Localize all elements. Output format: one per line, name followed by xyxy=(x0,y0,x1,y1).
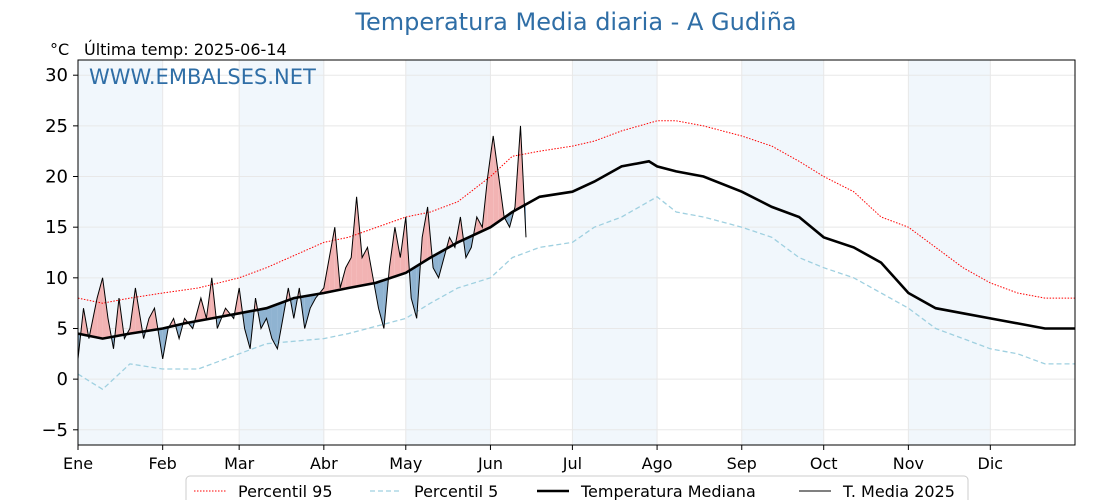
month-band-Nov xyxy=(908,60,991,445)
legend-label: T. Media 2025 xyxy=(842,482,955,500)
unit-label: °C xyxy=(50,40,69,59)
series-line-percentil-5 xyxy=(77,196,1075,391)
legend: Percentil 95 Percentil 5 Temperatura Media… xyxy=(185,475,969,500)
y-tick-label: −5 xyxy=(41,420,68,441)
y-tick-label: 15 xyxy=(45,217,68,238)
legend-box xyxy=(185,475,969,500)
warm-anomaly-fill xyxy=(400,217,406,275)
y-tick-label: 20 xyxy=(45,167,68,188)
warm-anomaly-fill xyxy=(329,227,335,292)
warm-anomaly-fill xyxy=(351,196,357,288)
y-axis: −5 0 5 10 15 20 25 30 xyxy=(41,65,78,441)
x-tick-label: Feb xyxy=(149,454,177,473)
y-tick-label: 0 xyxy=(57,369,68,390)
series-line-temperatura-mediana xyxy=(77,159,1075,340)
y-tick-label: 10 xyxy=(45,268,68,289)
series-line-percentil-95 xyxy=(77,120,1075,304)
month-band-Mar xyxy=(239,60,324,445)
month-bands xyxy=(78,60,991,445)
plot-frame xyxy=(77,59,1076,446)
watermark: WWW.EMBALSES.NET xyxy=(89,65,316,89)
warm-anomaly-fill xyxy=(149,308,155,331)
cold-anomaly-fill xyxy=(411,266,417,319)
x-tick-label: Nov xyxy=(893,454,924,473)
warm-anomaly-fill xyxy=(97,277,103,339)
legend-label: Temperatura Mediana xyxy=(580,482,756,500)
series-line-t-media-2025 xyxy=(77,125,527,359)
month-band-May xyxy=(405,60,491,445)
cold-anomaly-fill xyxy=(438,249,445,278)
cold-anomaly-fill xyxy=(378,280,384,329)
x-tick-label: Mar xyxy=(224,454,255,473)
cold-anomaly-fill xyxy=(244,311,251,349)
x-tick-label: Ene xyxy=(63,454,93,473)
month-band-Sep xyxy=(741,60,824,445)
cold-anomaly-fill xyxy=(304,295,311,329)
last-temp-label: Última temp: 2025-06-14 xyxy=(84,40,287,59)
legend-item-t-media-2025: T. Media 2025 xyxy=(799,482,955,500)
warm-anomaly-fill xyxy=(493,135,499,226)
month-band-Ene xyxy=(78,60,163,445)
warm-anomaly-fill xyxy=(422,206,428,263)
cold-anomaly-fill xyxy=(277,302,283,349)
x-tick-label: Jun xyxy=(477,454,503,473)
legend-item-percentil-95: Percentil 95 xyxy=(194,482,333,500)
cold-anomaly-fill xyxy=(465,236,472,258)
warm-anomaly-fill xyxy=(356,196,363,287)
legend-item-percentil-5: Percentil 5 xyxy=(370,482,498,500)
warm-anomaly-fill xyxy=(476,217,483,234)
y-tick-label: 25 xyxy=(45,116,68,137)
cold-anomaly-fill xyxy=(261,308,267,329)
warm-anomaly-fill xyxy=(487,135,494,229)
x-tick-label: Abr xyxy=(310,454,338,473)
cold-anomaly-fill xyxy=(266,306,272,339)
warm-anomaly-fill xyxy=(362,247,368,286)
x-tick-label: May xyxy=(389,454,422,473)
cold-anomaly-fill xyxy=(433,253,439,278)
y-tick-label: 30 xyxy=(45,65,68,86)
x-tick-label: Ago xyxy=(642,454,673,473)
warm-anomaly-fill xyxy=(394,227,401,277)
chart-title: Temperatura Media diaria - A Gudiña xyxy=(354,8,796,36)
month-band-Jul xyxy=(572,60,658,445)
x-tick-label: Jul xyxy=(562,454,582,473)
legend-label: Percentil 5 xyxy=(414,482,498,500)
legend-label: Percentil 95 xyxy=(238,482,333,500)
cold-anomaly-fill xyxy=(271,304,278,349)
series-lines xyxy=(77,120,1075,391)
y-tick-label: 5 xyxy=(57,318,68,339)
legend-item-temperatura-mediana: Temperatura Mediana xyxy=(537,482,756,500)
x-tick-label: Sep xyxy=(727,454,757,473)
warm-anomaly-fill xyxy=(102,277,109,339)
x-tick-label: Oct xyxy=(810,454,838,473)
x-tick-label: Dic xyxy=(978,454,1004,473)
x-axis: Ene Feb Mar Abr May Jun Jul Ago Sep Oct Nov Dic xyxy=(63,445,1003,473)
